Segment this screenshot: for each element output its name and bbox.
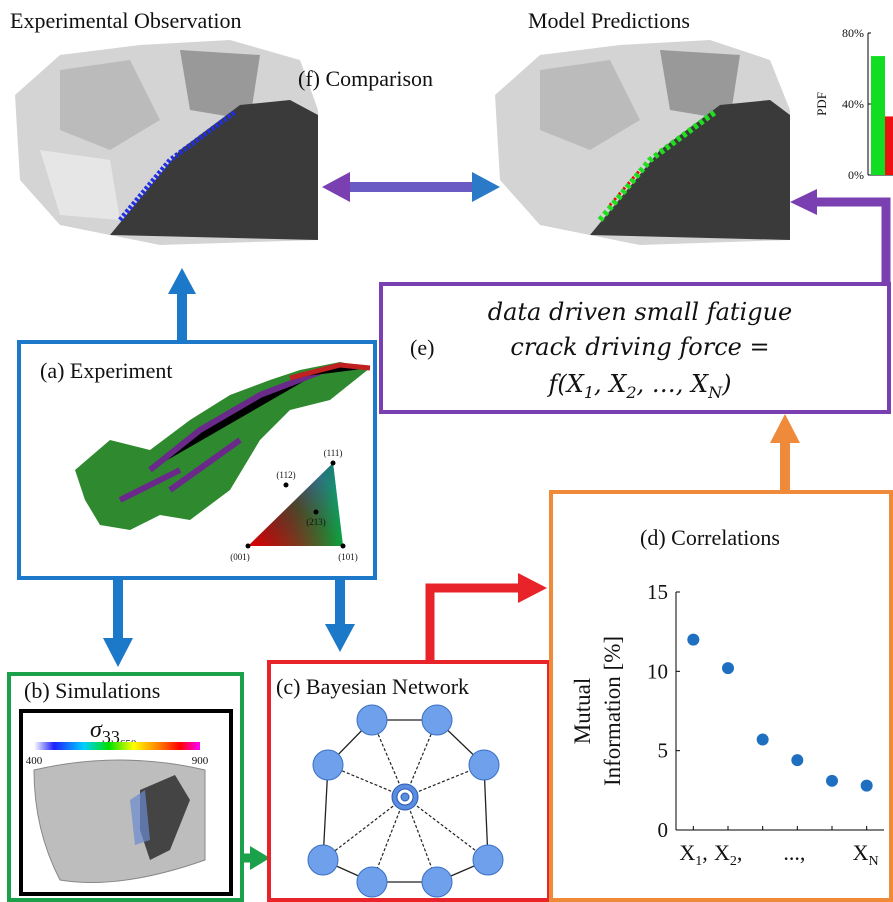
panel-label: (d) Correlations	[640, 525, 780, 550]
panel-title: Experimental Observation	[10, 8, 242, 33]
node	[313, 750, 343, 780]
panel-label: (e)	[410, 335, 434, 360]
arrow-head	[518, 573, 547, 603]
map-predicted	[495, 40, 790, 245]
node	[308, 845, 338, 875]
arrow-head	[770, 414, 800, 443]
connector	[430, 588, 520, 662]
y-tick-label: 10	[647, 659, 668, 683]
node	[357, 705, 387, 735]
ipf-label: (001)	[230, 552, 250, 562]
equation-formula: f(X1, X2, …, XN)	[546, 370, 731, 402]
subscript: 2	[730, 854, 737, 869]
connector	[177, 290, 187, 342]
subscript: 1	[695, 854, 702, 869]
label-text: X	[714, 840, 730, 865]
x-tick-label: ...,	[783, 840, 805, 865]
arrow-head	[790, 189, 817, 215]
cylinder	[34, 760, 205, 883]
point	[757, 734, 769, 746]
x-tick-label: X2,	[714, 840, 742, 869]
subscript: 1	[584, 383, 594, 402]
formula-text: f(X	[546, 370, 584, 398]
node	[357, 867, 387, 897]
arrow-head	[168, 268, 196, 294]
map-experimental	[15, 40, 318, 245]
center-node	[401, 793, 409, 801]
connector	[780, 440, 790, 492]
label-text: ,	[702, 840, 708, 865]
formula-text: , …, X	[637, 370, 710, 398]
y-tick-label: 0%	[848, 168, 864, 182]
label-text: ,	[737, 840, 743, 865]
y-axis-label: Information [%]	[600, 636, 625, 786]
y-tick-label: 15	[647, 580, 668, 604]
subscript: 2	[625, 383, 636, 402]
node	[469, 750, 499, 780]
y-tick-label: 0	[658, 818, 669, 842]
colorbar-tick: 400	[26, 755, 43, 767]
subscript: N	[707, 383, 723, 402]
ipf-label: (111)	[324, 448, 343, 458]
connector	[113, 578, 123, 642]
label-text: X	[679, 840, 695, 865]
colorbar-tick: 900	[192, 755, 209, 767]
point	[826, 775, 838, 787]
point	[861, 780, 873, 792]
double-arrow	[322, 172, 500, 202]
node	[422, 705, 452, 735]
arrow-head	[325, 624, 355, 652]
ipf-label: (213)	[306, 517, 326, 527]
subscript: N	[869, 854, 879, 869]
point	[722, 662, 734, 674]
point	[791, 754, 803, 766]
formula-text: )	[721, 370, 731, 398]
formula-text: , X	[594, 370, 627, 398]
panel-label: (b) Simulations	[24, 678, 160, 703]
x-tick-label: X1,	[679, 840, 707, 869]
y-tick-label: 40%	[842, 97, 864, 111]
y-tick-label: 80%	[842, 26, 864, 40]
node	[422, 867, 452, 897]
connector	[815, 202, 886, 283]
equation-line: crack driving force =	[510, 333, 769, 361]
ipf-label: (101)	[338, 552, 358, 562]
bar	[871, 56, 885, 175]
y-axis-label: PDF	[814, 92, 829, 116]
point	[687, 634, 699, 646]
y-tick-label: 5	[658, 739, 669, 763]
y-axis-label: Mutual	[570, 678, 595, 744]
panel-title: Model Predictions	[528, 8, 690, 33]
colorbar	[34, 742, 200, 750]
arrow-head	[103, 638, 133, 667]
pdf-chart: 0% 40% 80% PDF	[814, 26, 893, 182]
panel-label: (a) Experiment	[40, 358, 173, 383]
panel-label: (f) Comparison	[298, 66, 433, 91]
connector	[335, 578, 345, 628]
node	[473, 845, 503, 875]
figure: Experimental Observation Model Predictio…	[0, 0, 893, 902]
panel-label: (c) Bayesian Network	[276, 674, 469, 699]
equation-line: data driven small fatigue	[488, 298, 793, 326]
ipf-label: (112)	[276, 470, 295, 480]
label-text: X	[853, 840, 869, 865]
label-text: ...,	[783, 840, 805, 865]
